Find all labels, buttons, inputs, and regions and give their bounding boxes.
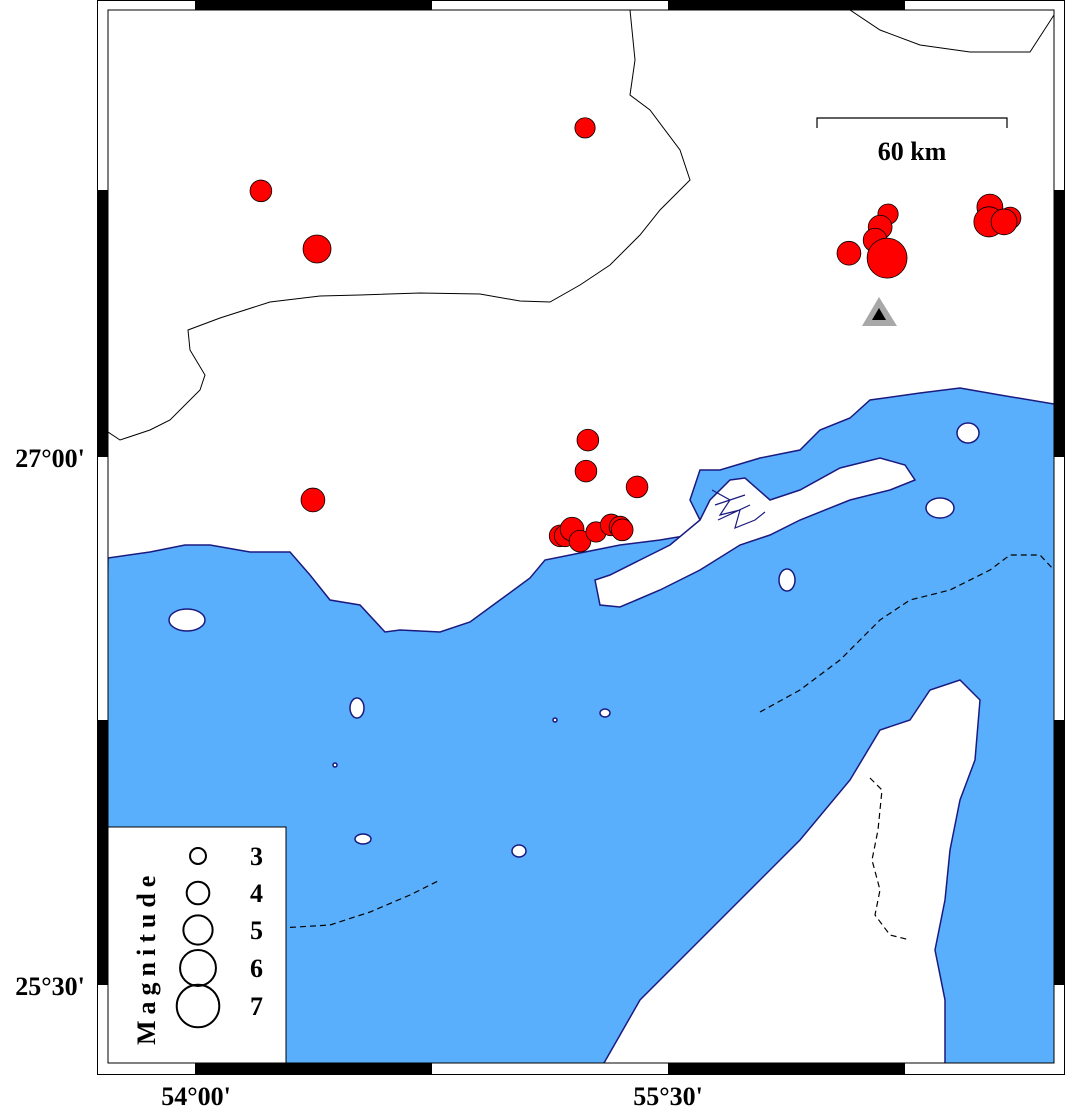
- scale-bar-label: 60 km: [878, 137, 947, 166]
- earthquake-event-12: [576, 428, 600, 452]
- earthquake-event-6: [836, 240, 862, 266]
- land-border-musandam: [869, 777, 911, 941]
- legend-label-5: 5: [250, 916, 263, 945]
- magnitude-legend: Magnitude 3 4 5 6 7: [107, 826, 287, 1064]
- legend-circle-5: [182, 914, 214, 946]
- lon-label-55-30: 55°30': [633, 1082, 703, 1111]
- map-frame: [97, 0, 1065, 1075]
- province-border: [108, 10, 691, 441]
- scale-bar: [816, 117, 1008, 128]
- earthquake-event-1: [249, 179, 273, 203]
- station-inner-icon: [872, 308, 886, 320]
- legend-circle-6: [179, 949, 217, 987]
- earthquake-event-13: [574, 459, 598, 483]
- lat-label-25-30: 25°30': [15, 972, 85, 1001]
- legend-label-4: 4: [250, 879, 263, 908]
- legend-label-3: 3: [250, 842, 263, 871]
- earthquake-event-11: [990, 208, 1018, 236]
- mangrove-islands: [711, 489, 766, 530]
- small-islands: [168, 422, 980, 858]
- legend-circle-3: [189, 847, 207, 865]
- legend-label-6: 6: [250, 954, 263, 983]
- earthquake-event-2: [302, 234, 332, 264]
- earthquake-events: [249, 117, 1022, 553]
- lon-label-54: 54°00': [161, 1082, 231, 1111]
- lat-label-27: 27°00': [15, 444, 85, 473]
- qeshm-island: [594, 457, 917, 608]
- earthquake-event-0: [574, 117, 596, 139]
- legend-title: Magnitude: [132, 870, 161, 1045]
- legend-label-7: 7: [250, 992, 263, 1021]
- earthquake-event-23: [610, 518, 634, 542]
- legend-circle-4: [185, 880, 211, 906]
- maritime-boundary-west: [279, 879, 441, 929]
- province-border-ne: [849, 10, 1054, 53]
- legend-circle-7: [175, 983, 221, 1029]
- sea-water: [108, 387, 1054, 1063]
- earthquake-event-15: [300, 487, 326, 513]
- earthquake-event-7: [866, 237, 908, 279]
- earthquake-event-14: [625, 475, 649, 499]
